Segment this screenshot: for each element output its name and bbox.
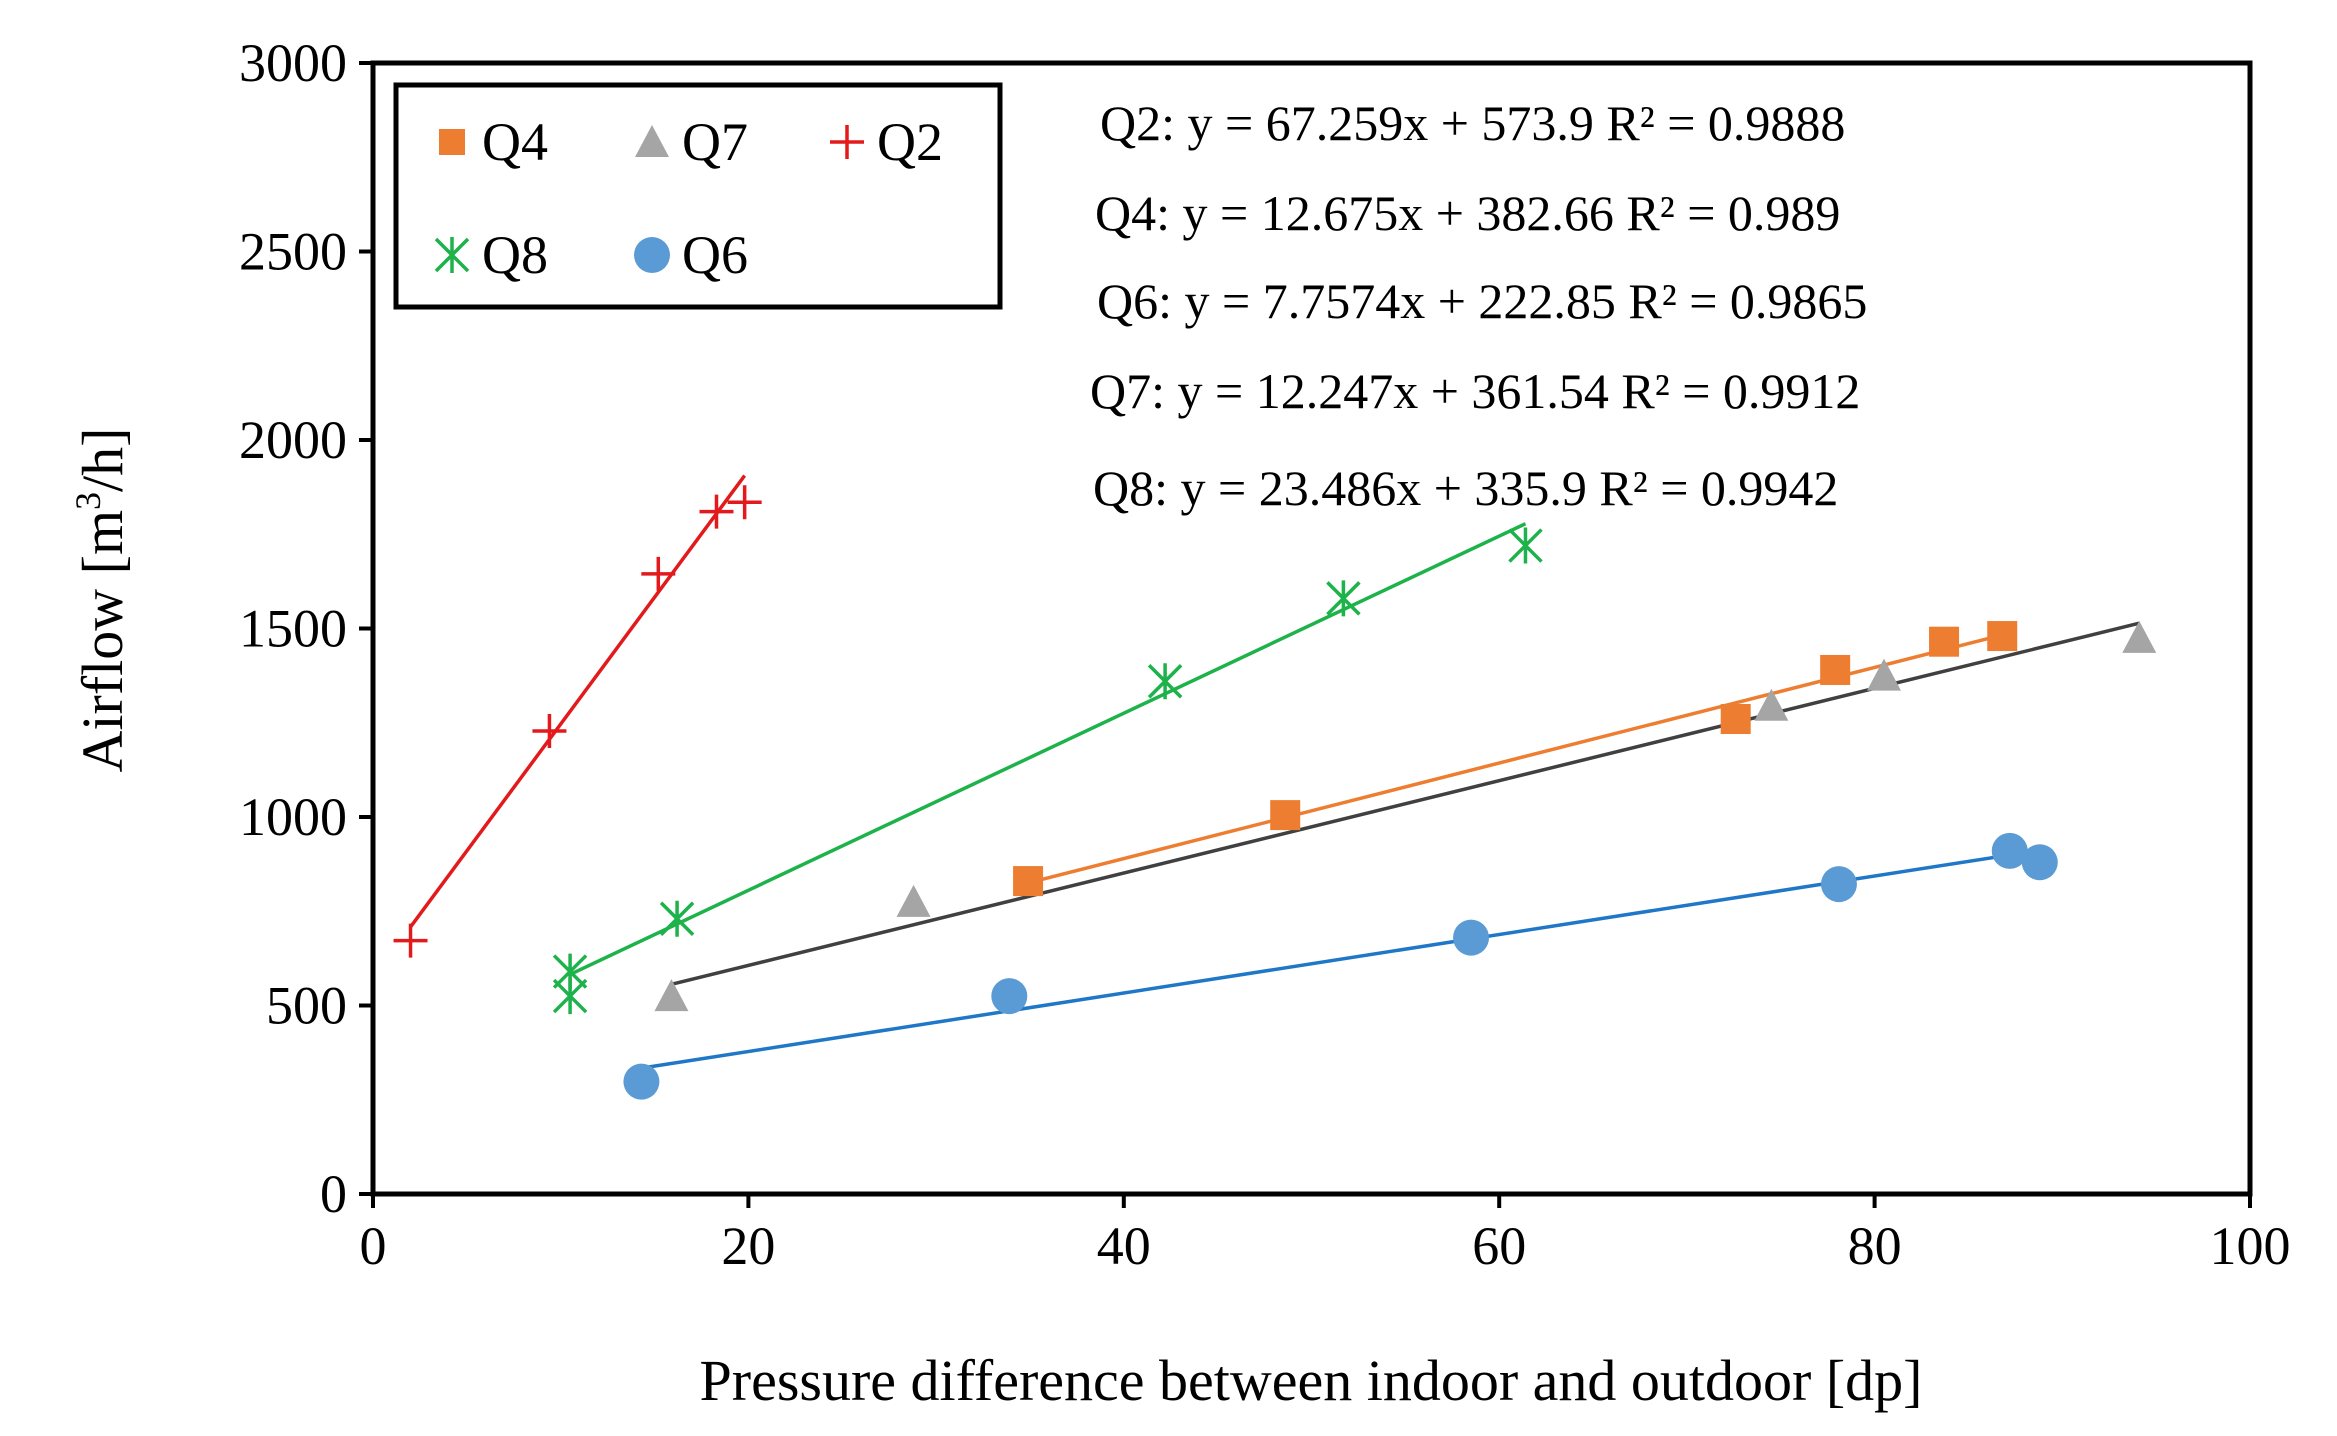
trendline-q8	[569, 522, 1527, 976]
data-point-q4	[1013, 866, 1044, 897]
equation-q7: Q7: y = 12.247x + 361.54 R² = 0.9912	[1090, 363, 1860, 419]
data-point-q2	[727, 485, 762, 520]
data-point-q8	[552, 953, 588, 990]
data-point-q8	[659, 900, 695, 937]
legend-label-q2: Q2	[877, 112, 943, 172]
legend-label-q7: Q7	[682, 112, 748, 172]
x-axis-title: Pressure difference between indoor and o…	[700, 1348, 1923, 1413]
legend-label-q8: Q8	[482, 225, 548, 285]
trendline-q2	[409, 474, 747, 928]
legend-marker-q2	[830, 125, 864, 159]
data-point-q6	[1453, 919, 1490, 956]
data-point-q4	[1929, 626, 1960, 657]
y-axis-title-sup: 3	[68, 492, 108, 510]
y-tick-label: 0	[320, 1164, 347, 1224]
data-point-q6	[623, 1063, 660, 1100]
y-axis: 0 500 1000 1500 2000 2500 3000	[239, 33, 373, 1224]
equation-q6: Q6: y = 7.7574x + 222.85 R² = 0.9865	[1097, 273, 1867, 329]
data-point-q2	[532, 714, 567, 749]
data-point-q6	[1991, 832, 2028, 869]
data-point-q2	[641, 556, 676, 591]
y-tick-label: 1500	[239, 599, 347, 659]
legend-marker-q4	[439, 129, 465, 155]
x-tick-label: 60	[1472, 1216, 1526, 1276]
x-tick-label: 0	[360, 1216, 387, 1276]
data-point-q4	[1987, 621, 2018, 652]
data-point-q8	[1147, 663, 1183, 700]
x-tick-label: 40	[1097, 1216, 1151, 1276]
y-tick-label: 2500	[239, 222, 347, 282]
data-point-q4	[1820, 654, 1851, 685]
x-tick-label: 20	[721, 1216, 775, 1276]
y-tick-label: 3000	[239, 33, 347, 93]
data-point-q7	[1754, 688, 1789, 721]
data-point-q8	[1326, 580, 1361, 617]
data-point-q6	[2021, 844, 2058, 881]
data-point-q7	[1866, 658, 1901, 691]
legend-marker-q6	[634, 237, 670, 273]
data-markers	[393, 485, 2157, 1100]
data-point-q4	[1270, 800, 1301, 831]
equation-q2: Q2: y = 67.259x + 573.9 R² = 0.9888	[1100, 95, 1845, 151]
x-axis: 0 20 40 60 80 100	[360, 1194, 2291, 1276]
legend: Q4 Q7 Q2 Q8 Q6	[434, 112, 943, 285]
legend-marker-q8	[434, 237, 470, 273]
data-point-q4	[1720, 703, 1751, 734]
data-point-q6	[1820, 866, 1857, 903]
y-axis-title-end: /h]	[70, 428, 135, 492]
data-point-q2	[393, 923, 428, 958]
equation-q8: Q8: y = 23.486x + 335.9 R² = 0.9942	[1093, 460, 1838, 516]
legend-marker-q7	[635, 125, 669, 157]
data-point-q7	[2122, 620, 2157, 653]
data-point-q2	[699, 494, 734, 529]
data-point-q8	[1508, 527, 1543, 564]
data-point-q6	[991, 978, 1028, 1015]
y-tick-label: 500	[266, 976, 347, 1036]
trendline-q6	[641, 848, 2041, 1070]
y-tick-label: 1000	[239, 787, 347, 847]
equation-q4: Q4: y = 12.675x + 382.66 R² = 0.989	[1095, 185, 1840, 241]
legend-label-q6: Q6	[682, 225, 748, 285]
legend-label-q4: Q4	[482, 112, 548, 172]
data-point-q7	[896, 884, 931, 917]
legend-box	[393, 82, 1003, 310]
equations: Q2: y = 67.259x + 573.9 R² = 0.9888 Q4: y…	[1090, 95, 1867, 516]
data-point-q7	[654, 979, 689, 1012]
y-axis-title: Airflow [m3/h]	[68, 428, 135, 773]
x-tick-label: 80	[1848, 1216, 1902, 1276]
y-tick-label: 2000	[239, 410, 347, 470]
y-axis-title-main: Airflow [m	[70, 510, 135, 773]
x-tick-label: 100	[2210, 1216, 2291, 1276]
